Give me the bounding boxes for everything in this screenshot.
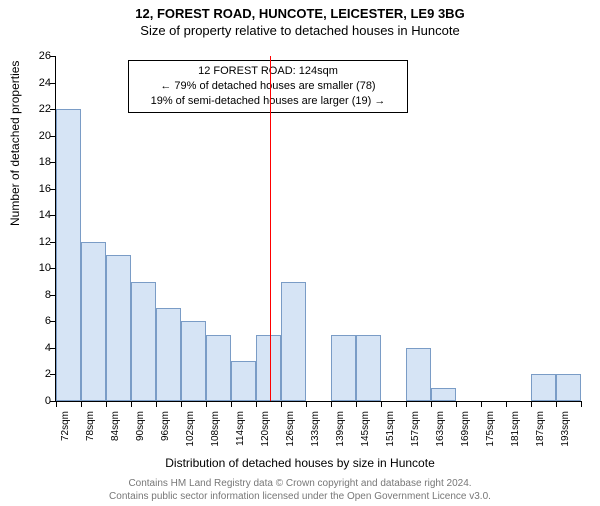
x-tick-label: 133sqm <box>310 411 321 455</box>
info-box-line2: ← 79% of detached houses are smaller (78… <box>135 79 401 94</box>
y-axis-label: Number of detached properties <box>8 61 22 226</box>
x-tick <box>406 401 407 407</box>
histogram-bar <box>56 109 81 401</box>
y-tick-label: 20 <box>39 130 51 142</box>
x-tick-label: 108sqm <box>210 411 221 455</box>
x-tick-label: 175sqm <box>485 411 496 455</box>
y-tick-label: 14 <box>39 209 51 221</box>
x-tick <box>431 401 432 407</box>
x-tick-label: 163sqm <box>435 411 446 455</box>
y-tick-label: 22 <box>39 103 51 115</box>
x-tick-label: 84sqm <box>110 411 121 455</box>
x-tick-label: 187sqm <box>535 411 546 455</box>
y-tick-label: 4 <box>45 342 51 354</box>
histogram-bar <box>181 321 206 401</box>
x-tick-label: 72sqm <box>60 411 71 455</box>
chart-footer: Contains HM Land Registry data © Crown c… <box>0 478 600 503</box>
histogram-bar <box>106 255 131 401</box>
x-tick-label: 169sqm <box>460 411 471 455</box>
x-tick-label: 114sqm <box>235 411 246 455</box>
chart-title-sub: Size of property relative to detached ho… <box>0 23 600 38</box>
x-tick <box>456 401 457 407</box>
histogram-bar <box>131 282 156 401</box>
y-tick-label: 0 <box>45 395 51 407</box>
reference-line <box>270 56 271 401</box>
x-tick-label: 120sqm <box>260 411 271 455</box>
x-tick-label: 90sqm <box>135 411 146 455</box>
x-tick-label: 102sqm <box>185 411 196 455</box>
y-tick-label: 8 <box>45 289 51 301</box>
x-tick <box>506 401 507 407</box>
histogram-bar <box>156 308 181 401</box>
x-tick <box>581 401 582 407</box>
x-tick <box>56 401 57 407</box>
y-tick-label: 12 <box>39 236 51 248</box>
x-tick <box>281 401 282 407</box>
y-tick-label: 18 <box>39 156 51 168</box>
x-tick-label: 126sqm <box>285 411 296 455</box>
histogram-bar <box>531 374 556 401</box>
histogram-bar <box>406 348 431 401</box>
chart-title-main: 12, FOREST ROAD, HUNCOTE, LEICESTER, LE9… <box>0 6 600 21</box>
reference-info-box: 12 FOREST ROAD: 124sqm ← 79% of detached… <box>128 60 408 113</box>
chart-plot-area: 12 FOREST ROAD: 124sqm ← 79% of detached… <box>55 56 581 402</box>
x-tick <box>306 401 307 407</box>
info-box-line3: 19% of semi-detached houses are larger (… <box>135 94 401 109</box>
y-tick-label: 16 <box>39 183 51 195</box>
footer-line1: Contains HM Land Registry data © Crown c… <box>0 478 600 491</box>
x-tick <box>106 401 107 407</box>
x-tick <box>481 401 482 407</box>
x-tick <box>156 401 157 407</box>
x-tick <box>256 401 257 407</box>
y-tick-label: 24 <box>39 77 51 89</box>
x-tick <box>531 401 532 407</box>
x-tick <box>381 401 382 407</box>
y-tick-label: 26 <box>39 50 51 62</box>
histogram-bar <box>281 282 306 401</box>
x-tick-label: 157sqm <box>410 411 421 455</box>
x-tick <box>231 401 232 407</box>
x-axis-label: Distribution of detached houses by size … <box>0 456 600 470</box>
histogram-bar <box>331 335 356 401</box>
y-tick-label: 2 <box>45 368 51 380</box>
info-box-line1: 12 FOREST ROAD: 124sqm <box>135 64 401 79</box>
x-tick-label: 193sqm <box>560 411 571 455</box>
x-tick-label: 78sqm <box>85 411 96 455</box>
histogram-bar <box>206 335 231 401</box>
histogram-bar <box>431 388 456 401</box>
y-tick-label: 10 <box>39 262 51 274</box>
x-tick <box>556 401 557 407</box>
x-tick <box>206 401 207 407</box>
histogram-bar <box>556 374 581 401</box>
x-tick <box>181 401 182 407</box>
x-tick <box>131 401 132 407</box>
x-tick <box>331 401 332 407</box>
x-tick <box>356 401 357 407</box>
histogram-bar <box>231 361 256 401</box>
footer-line2: Contains public sector information licen… <box>0 491 600 504</box>
y-tick-label: 6 <box>45 315 51 327</box>
histogram-bar <box>356 335 381 401</box>
x-tick-label: 96sqm <box>160 411 171 455</box>
x-tick <box>81 401 82 407</box>
histogram-bar <box>256 335 281 401</box>
x-tick-label: 181sqm <box>510 411 521 455</box>
x-tick-label: 145sqm <box>360 411 371 455</box>
x-tick-label: 139sqm <box>335 411 346 455</box>
x-tick-label: 151sqm <box>385 411 396 455</box>
histogram-bar <box>81 242 106 401</box>
